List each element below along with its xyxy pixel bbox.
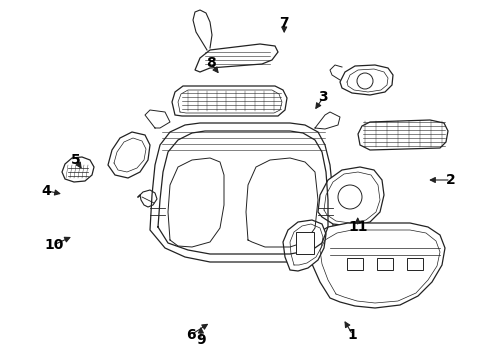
Text: 1: 1 bbox=[348, 328, 358, 342]
Polygon shape bbox=[318, 167, 384, 226]
Circle shape bbox=[338, 185, 362, 209]
Bar bbox=[377, 258, 393, 270]
Polygon shape bbox=[283, 220, 326, 271]
Text: 3: 3 bbox=[318, 90, 328, 104]
Text: 7: 7 bbox=[279, 17, 289, 30]
Text: 4: 4 bbox=[42, 184, 51, 198]
Polygon shape bbox=[172, 86, 287, 116]
Polygon shape bbox=[108, 132, 150, 178]
Text: 5: 5 bbox=[71, 153, 81, 167]
Circle shape bbox=[357, 73, 373, 89]
Polygon shape bbox=[62, 157, 94, 182]
Text: 8: 8 bbox=[206, 56, 216, 70]
Polygon shape bbox=[195, 44, 278, 72]
Polygon shape bbox=[150, 123, 333, 262]
Text: 10: 10 bbox=[44, 238, 64, 252]
Text: 11: 11 bbox=[348, 220, 368, 234]
Text: 6: 6 bbox=[186, 328, 196, 342]
Polygon shape bbox=[340, 65, 393, 95]
Text: 9: 9 bbox=[196, 333, 206, 347]
Bar bbox=[347, 258, 363, 270]
Bar bbox=[407, 258, 423, 270]
Polygon shape bbox=[358, 120, 448, 150]
Polygon shape bbox=[310, 223, 445, 308]
Bar bbox=[296, 232, 314, 254]
Text: 2: 2 bbox=[446, 173, 456, 187]
